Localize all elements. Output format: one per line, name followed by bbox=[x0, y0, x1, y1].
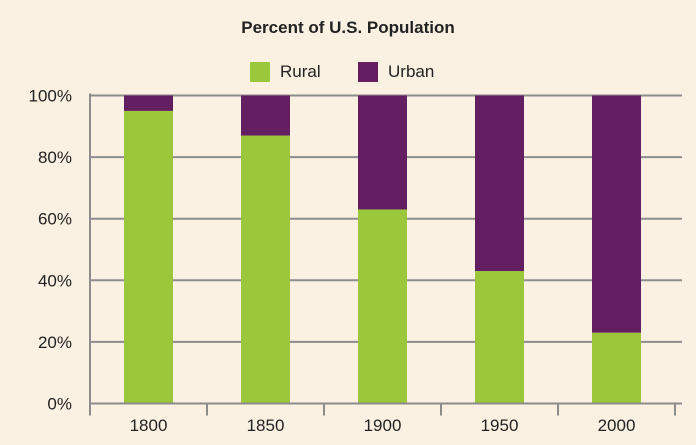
bar-urban-1800 bbox=[124, 95, 173, 111]
x-tick-label: 2000 bbox=[598, 416, 636, 435]
y-tick-label: 20% bbox=[38, 333, 72, 352]
bar-urban-1900 bbox=[358, 95, 407, 210]
bar-rural-2000 bbox=[592, 332, 641, 404]
bar-rural-1950 bbox=[475, 271, 524, 404]
legend-item-rural: Rural bbox=[250, 62, 321, 82]
x-tick-label: 1900 bbox=[364, 416, 402, 435]
y-tick-label: 0% bbox=[47, 395, 72, 414]
bar-urban-1850 bbox=[241, 95, 290, 136]
bar-rural-1800 bbox=[124, 110, 173, 404]
y-tick-label: 60% bbox=[38, 210, 72, 229]
y-tick-label: 40% bbox=[38, 271, 72, 290]
bar-rural-1850 bbox=[241, 135, 290, 404]
y-tick-label: 100% bbox=[29, 87, 72, 106]
x-tick-label: 1800 bbox=[130, 416, 168, 435]
x-tick-label: 1950 bbox=[481, 416, 519, 435]
legend-label-urban: Urban bbox=[388, 62, 435, 81]
bar-urban-1950 bbox=[475, 95, 524, 272]
bar-rural-1900 bbox=[358, 209, 407, 404]
legend-label-rural: Rural bbox=[280, 62, 321, 81]
legend-item-urban: Urban bbox=[358, 62, 434, 82]
y-tick-label: 80% bbox=[38, 148, 72, 167]
x-tick-label: 1850 bbox=[247, 416, 285, 435]
chart-title: Percent of U.S. Population bbox=[241, 18, 455, 37]
legend-swatch-urban bbox=[358, 62, 378, 82]
bar-urban-2000 bbox=[592, 95, 641, 333]
legend-swatch-rural bbox=[250, 62, 270, 82]
